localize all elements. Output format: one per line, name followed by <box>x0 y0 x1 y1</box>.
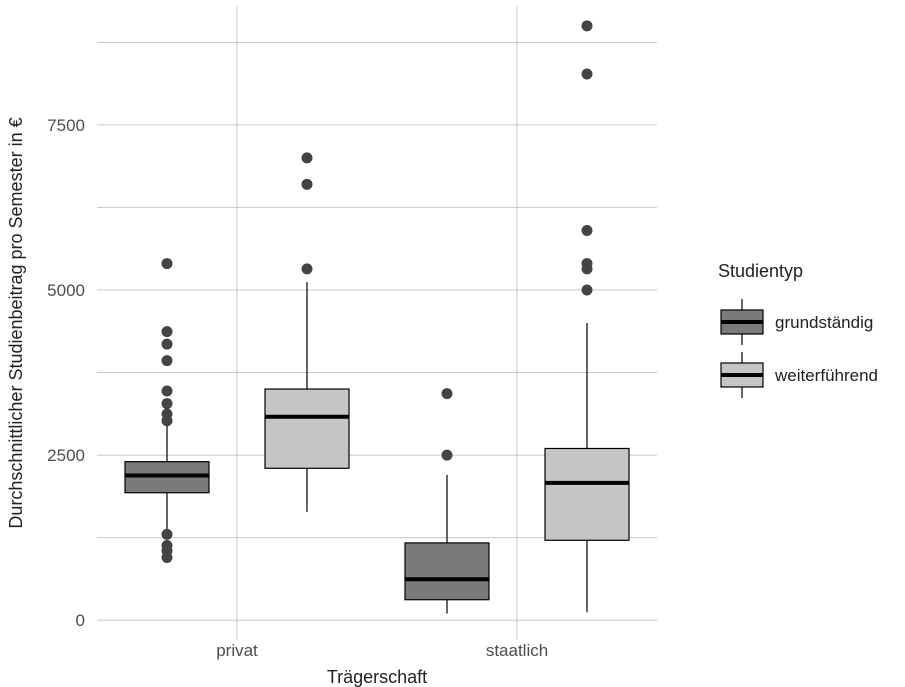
outlier-point <box>301 263 313 275</box>
grid-layer <box>97 6 657 640</box>
outlier-point <box>581 284 593 296</box>
outlier-point <box>581 263 593 275</box>
legend-item: weiterführend <box>720 352 878 398</box>
x-tick-label: privat <box>216 641 258 660</box>
y-tick-label: 5000 <box>47 281 85 300</box>
outlier-point <box>441 388 453 400</box>
box-layer <box>124 20 630 614</box>
outlier-point <box>161 398 173 410</box>
box-iqr <box>264 388 350 469</box>
tick-layer: 0 2500 5000 7500 privat staatlich <box>47 116 548 660</box>
outlier-point <box>161 355 173 367</box>
y-tick-label: 2500 <box>47 446 85 465</box>
x-axis-title: Trägerschaft <box>327 667 427 687</box>
outlier-point <box>301 152 313 164</box>
legend-label: grundständig <box>775 313 873 332</box>
outlier-point <box>161 338 173 350</box>
y-tick-label: 0 <box>76 611 85 630</box>
outlier-point <box>161 258 173 270</box>
legend-title: Studientyp <box>718 261 803 281</box>
x-tick-label: staatlich <box>486 641 548 660</box>
box-iqr <box>544 447 630 541</box>
outlier-point <box>161 551 173 563</box>
box-iqr <box>404 542 490 601</box>
y-tick-label: 7500 <box>47 116 85 135</box>
outlier-point <box>441 449 453 461</box>
outlier-point <box>161 528 173 540</box>
outlier-point <box>161 415 173 427</box>
legend-label: weiterführend <box>774 366 878 385</box>
outlier-point <box>301 178 313 190</box>
outlier-point <box>161 326 173 338</box>
legend-item: grundständig <box>720 299 873 345</box>
legend: Studientyp grundständig weiterführend <box>718 261 878 398</box>
outlier-point <box>581 20 593 32</box>
y-axis-title: Durchschnittlicher Studienbeitrag pro Se… <box>6 117 26 528</box>
outlier-point <box>161 385 173 397</box>
outlier-point <box>581 68 593 80</box>
outlier-point <box>581 225 593 237</box>
